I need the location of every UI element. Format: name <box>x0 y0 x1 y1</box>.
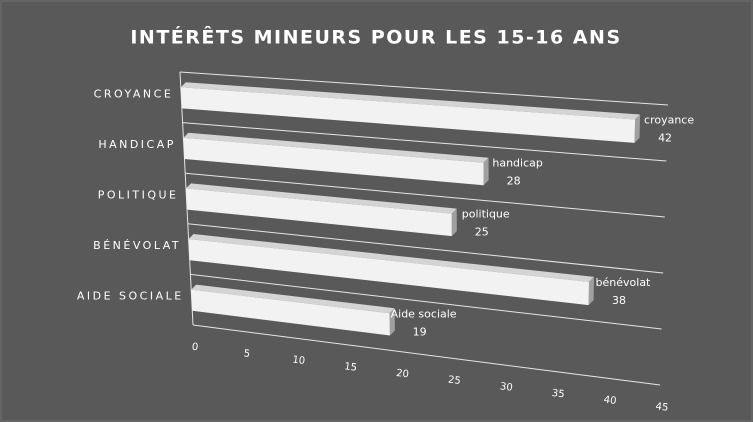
bar-top <box>180 82 641 120</box>
bar-end <box>634 114 641 143</box>
row-line <box>187 223 664 274</box>
x-tick-label: 30 <box>499 381 513 393</box>
bar-end <box>588 276 594 306</box>
x-tick-label: 5 <box>243 348 251 360</box>
data-label-value: 42 <box>658 131 672 144</box>
bar-front <box>180 87 636 143</box>
data-label-value: 25 <box>475 226 489 239</box>
bar <box>186 183 457 237</box>
data-label-value: 28 <box>507 175 521 188</box>
bar-top <box>183 132 489 163</box>
category-label: POLITIQUE <box>98 189 179 202</box>
data-label-name: croyance <box>644 113 694 126</box>
category-label: BÉNÉVOLAT <box>93 239 181 252</box>
bar-front <box>186 188 452 237</box>
x-tick-label: 40 <box>603 395 617 407</box>
row-line <box>185 172 665 218</box>
data-label-name: handicap <box>492 157 543 170</box>
axis-line <box>179 71 194 326</box>
bar <box>180 82 641 143</box>
row-line <box>179 71 669 106</box>
data-label-name: Aide sociale <box>391 307 457 320</box>
data-label-value: 38 <box>612 294 626 307</box>
x-tick-label: 10 <box>292 355 306 367</box>
bar-front <box>188 239 589 306</box>
data-label-name: politique <box>462 208 510 221</box>
row-line <box>192 324 661 386</box>
category-label: AIDE SOCIALE <box>77 290 184 303</box>
bar-top <box>188 234 594 282</box>
data-label-name: bénévolat <box>596 276 652 289</box>
bar-top <box>191 284 395 314</box>
bar-end <box>389 308 395 336</box>
chart-title: INTÉRÊTS MINEURS POUR LES 15-16 ANS <box>130 26 621 49</box>
bar-top <box>186 183 457 214</box>
row-line <box>182 122 667 162</box>
bar <box>188 234 594 306</box>
x-tick-label: 20 <box>396 368 410 380</box>
bar-end <box>483 157 489 186</box>
x-tick-label: 35 <box>551 388 565 400</box>
bar-front <box>183 137 484 186</box>
bar-end <box>451 208 457 237</box>
bar <box>191 284 395 336</box>
category-label: HANDICAP <box>98 138 176 151</box>
x-tick-label: 25 <box>447 375 461 387</box>
data-label-value: 19 <box>413 325 427 338</box>
bar-front <box>191 289 390 336</box>
category-label: CROYANCE <box>94 87 174 100</box>
bar <box>183 132 489 186</box>
x-tick-label: 15 <box>344 361 358 373</box>
x-tick-label: 0 <box>191 342 199 354</box>
x-tick-label: 45 <box>655 401 669 413</box>
row-line <box>190 273 662 330</box>
